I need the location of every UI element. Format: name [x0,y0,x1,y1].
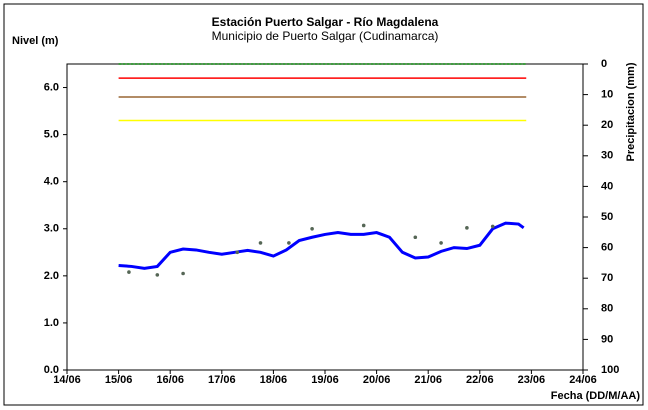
scatter-point [235,250,240,255]
y2-tick-label: 0 [601,58,607,70]
scatter-point [258,241,263,245]
x-tick-label: 22/06 [466,374,494,386]
plot-area [66,63,584,371]
x-tick-label: 14/06 [53,374,81,386]
x-tick-label: 18/06 [260,374,288,386]
y2-tick-label: 60 [601,242,613,254]
scatter-point [465,226,469,230]
y-axis-label: Nivel (m) [12,35,59,47]
y-tick-label: 4.0 [44,176,59,188]
scatter-point [439,241,443,245]
y2-tick-label: 20 [601,119,613,131]
scatter-point [413,235,418,240]
scatter-point [155,273,160,277]
y2-axis-label: Precipitacion (mm) [625,62,637,161]
x-axis-label: Fecha (DD/M/AA) [551,390,641,402]
x-tick-label: 20/06 [363,374,391,386]
scatter-point [181,271,185,276]
x-tick-label: 17/06 [208,374,236,386]
x-tick-label: 24/06 [569,374,597,386]
x-tick-label: 15/06 [105,374,133,386]
y-tick-label: 3.0 [44,223,59,235]
scatter-point [127,270,131,274]
chart-title: Estación Puerto Salgar - Río Magdalena [212,15,439,29]
y-tick-label: 6.0 [44,81,59,93]
scatter-point [310,226,314,231]
y2-tick-label: 80 [601,303,613,315]
chart-subtitle: Municipio de Puerto Salgar (Cudinamarca) [212,29,439,43]
y2-tick-label: 100 [601,364,619,376]
y-tick-label: 1.0 [44,317,59,329]
y2-tick-label: 90 [601,333,613,345]
y-tick-label: 2.0 [44,270,59,282]
y2-tick-label: 70 [601,272,613,284]
scatter-point [361,223,366,228]
y2-tick-label: 10 [601,89,613,101]
y-tick-label: 0.0 [44,364,59,376]
scatter-point [287,241,291,245]
scatter-point [490,224,495,229]
x-tick-label: 21/06 [414,374,442,386]
y-tick-label: 5.0 [44,129,59,141]
x-tick-label: 23/06 [518,374,546,386]
series-line [118,221,525,270]
y2-tick-label: 30 [601,150,613,162]
x-tick-label: 16/06 [156,374,184,386]
y2-tick-label: 50 [601,211,613,223]
y2-tick-label: 40 [601,180,613,192]
x-tick-label: 19/06 [311,374,339,386]
